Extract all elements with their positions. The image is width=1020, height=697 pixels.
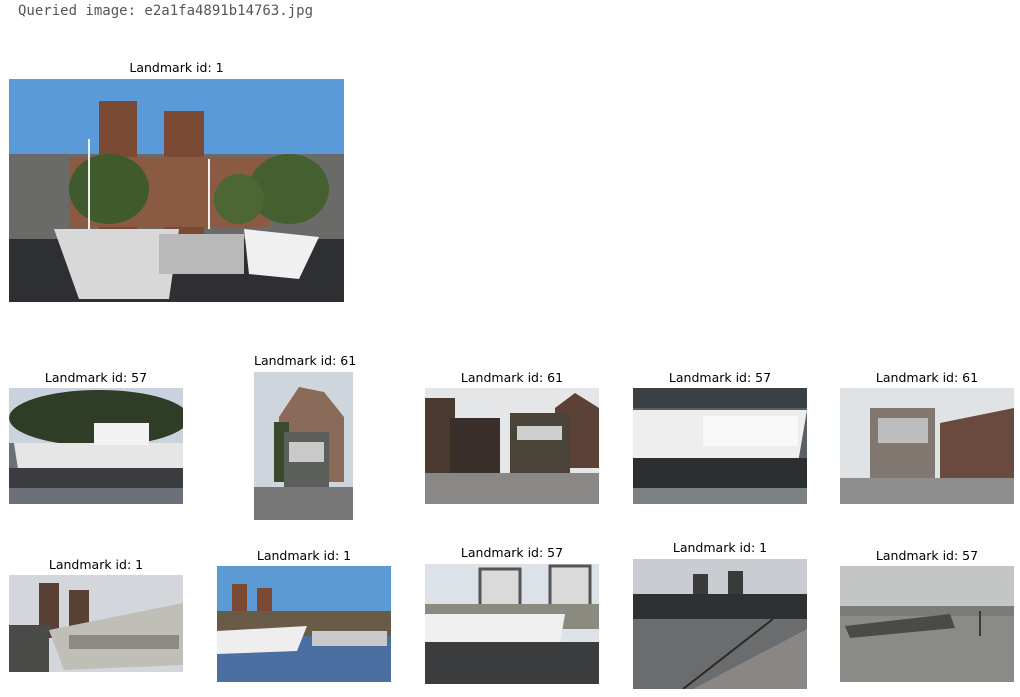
result-photo[interactable] [633,559,807,689]
result-cell: Landmark id: 1 [633,541,807,689]
result-photo[interactable] [9,575,183,672]
result-photo[interactable] [425,388,599,504]
result-photo[interactable] [840,388,1014,504]
result-cell: Landmark id: 61 [840,371,1014,504]
result-landmark-title: Landmark id: 1 [48,557,144,572]
result-cell: Landmark id: 57 [633,371,807,504]
result-landmark-title: Landmark id: 61 [875,370,979,385]
result-landmark-title: Landmark id: 57 [668,370,772,385]
query-landmark-title: Landmark id: 1 [129,60,224,75]
result-photo[interactable] [633,388,807,504]
result-landmark-title: Landmark id: 1 [672,540,768,555]
query-result-cell: Landmark id: 1 [9,61,344,302]
result-cell: Landmark id: 1 [217,549,391,682]
result-landmark-title: Landmark id: 61 [254,353,357,368]
result-photo[interactable] [9,388,183,504]
result-cell: Landmark id: 57 [9,371,183,504]
result-landmark-title: Landmark id: 57 [44,370,148,385]
result-cell: Landmark id: 61 [425,371,599,504]
result-cell: Landmark id: 57 [425,546,599,684]
result-cell: Landmark id: 57 [840,549,1014,682]
result-photo[interactable] [840,566,1014,682]
result-landmark-title: Landmark id: 57 [460,545,564,560]
result-photo[interactable] [425,564,599,684]
result-photo[interactable] [217,566,391,682]
result-landmark-title: Landmark id: 61 [460,370,564,385]
result-landmark-title: Landmark id: 1 [256,548,352,563]
result-landmark-title: Landmark id: 57 [875,548,979,563]
result-photo[interactable] [254,372,353,520]
query-photo[interactable] [9,79,344,302]
result-cell: Landmark id: 1 [9,558,183,672]
queried-image-label: Queried image: e2a1fa4891b14763.jpg [18,3,314,19]
result-cell: Landmark id: 61 [254,353,357,520]
